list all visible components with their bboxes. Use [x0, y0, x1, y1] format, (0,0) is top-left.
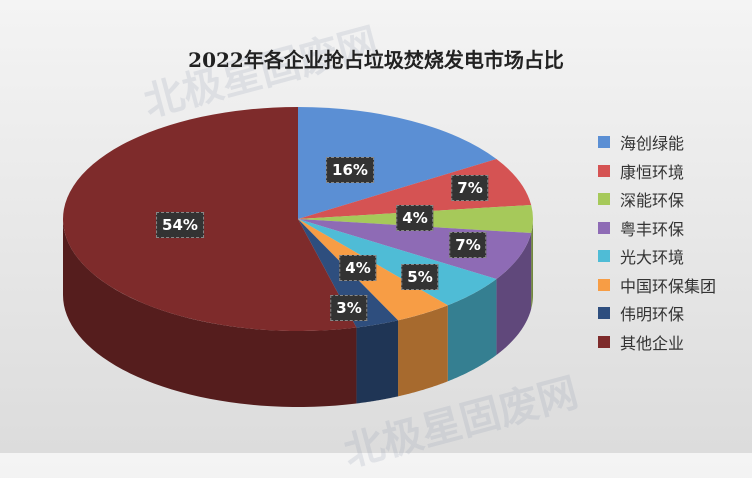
legend-label: 深能环保	[620, 191, 685, 211]
data-label: 54%	[156, 212, 204, 238]
legend-swatch	[598, 307, 610, 320]
legend-swatch	[598, 335, 610, 348]
legend-item: 海创绿能	[598, 128, 716, 157]
legend-label: 其他企业	[620, 333, 685, 353]
data-label: 16%	[326, 157, 374, 183]
legend-item: 其他企业	[598, 328, 716, 357]
data-label: 7%	[451, 175, 489, 201]
pie-side-2	[531, 219, 533, 310]
legend: 海创绿能康恒环境深能环保粤丰环保光大环境中国环保集团 伟明环保其他企业	[598, 128, 716, 356]
pie-side-3	[496, 233, 532, 356]
chart-title: 2022年各企业抢占垃圾焚烧发电市场占比	[188, 48, 564, 72]
legend-item: 光大环境	[598, 242, 716, 271]
data-label: 3%	[330, 295, 368, 321]
legend-label: 粤丰环保	[620, 219, 685, 239]
legend-label: 中国环保集团	[620, 276, 717, 296]
legend-label: 康恒环境	[620, 162, 685, 182]
pie-side-5	[398, 305, 448, 397]
pie-side-4	[447, 279, 497, 382]
pie-slice-0	[298, 107, 497, 219]
legend-swatch	[598, 250, 610, 263]
data-label: 5%	[401, 264, 439, 290]
legend-swatch	[598, 221, 610, 234]
pie-slice-1	[298, 158, 532, 219]
data-label: 4%	[339, 255, 377, 281]
legend-item: 中国环保集团	[598, 271, 716, 300]
data-label: 7%	[449, 232, 487, 258]
data-label: 4%	[396, 205, 434, 231]
legend-item: 伟明环保	[598, 299, 716, 328]
legend-label: 光大环境	[620, 248, 685, 268]
legend-item: 粤丰环保	[598, 214, 716, 243]
legend-swatch	[598, 278, 610, 291]
pie-chart	[63, 107, 533, 407]
legend-label: 海创绿能	[620, 134, 685, 154]
legend-label: 伟明环保	[620, 305, 685, 325]
pie-side-7	[63, 219, 357, 407]
legend-swatch	[598, 136, 610, 149]
legend-swatch	[598, 193, 610, 206]
legend-item: 深能环保	[598, 185, 716, 214]
pie-side-6	[356, 320, 399, 404]
pie-slice-4	[298, 219, 497, 306]
pie-slice-7	[63, 107, 357, 331]
legend-swatch	[598, 164, 610, 177]
legend-item: 康恒环境	[598, 157, 716, 186]
